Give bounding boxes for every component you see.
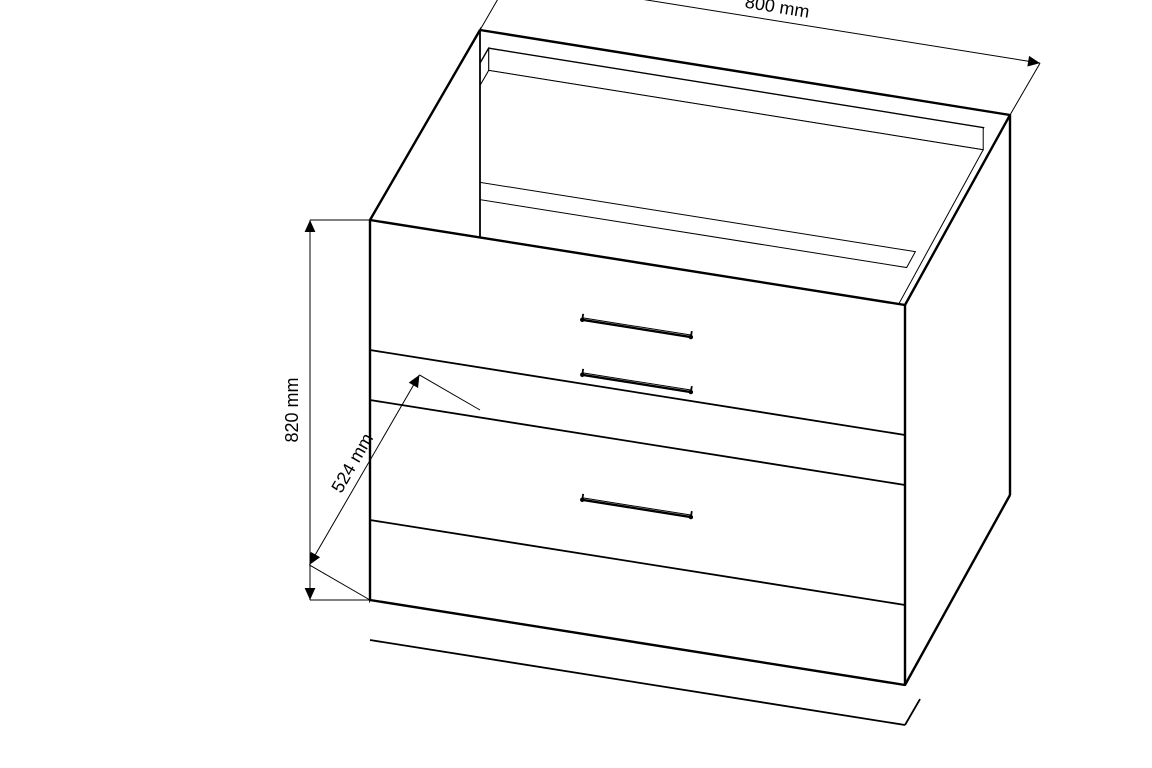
dim-width-ext-left <box>480 0 510 30</box>
dim-width-ext-right <box>1010 63 1040 115</box>
dim-width-label: 800 mm <box>744 0 811 22</box>
dim-height-label: 820 mm <box>282 377 302 442</box>
dim-depth-ext-front <box>309 565 370 600</box>
